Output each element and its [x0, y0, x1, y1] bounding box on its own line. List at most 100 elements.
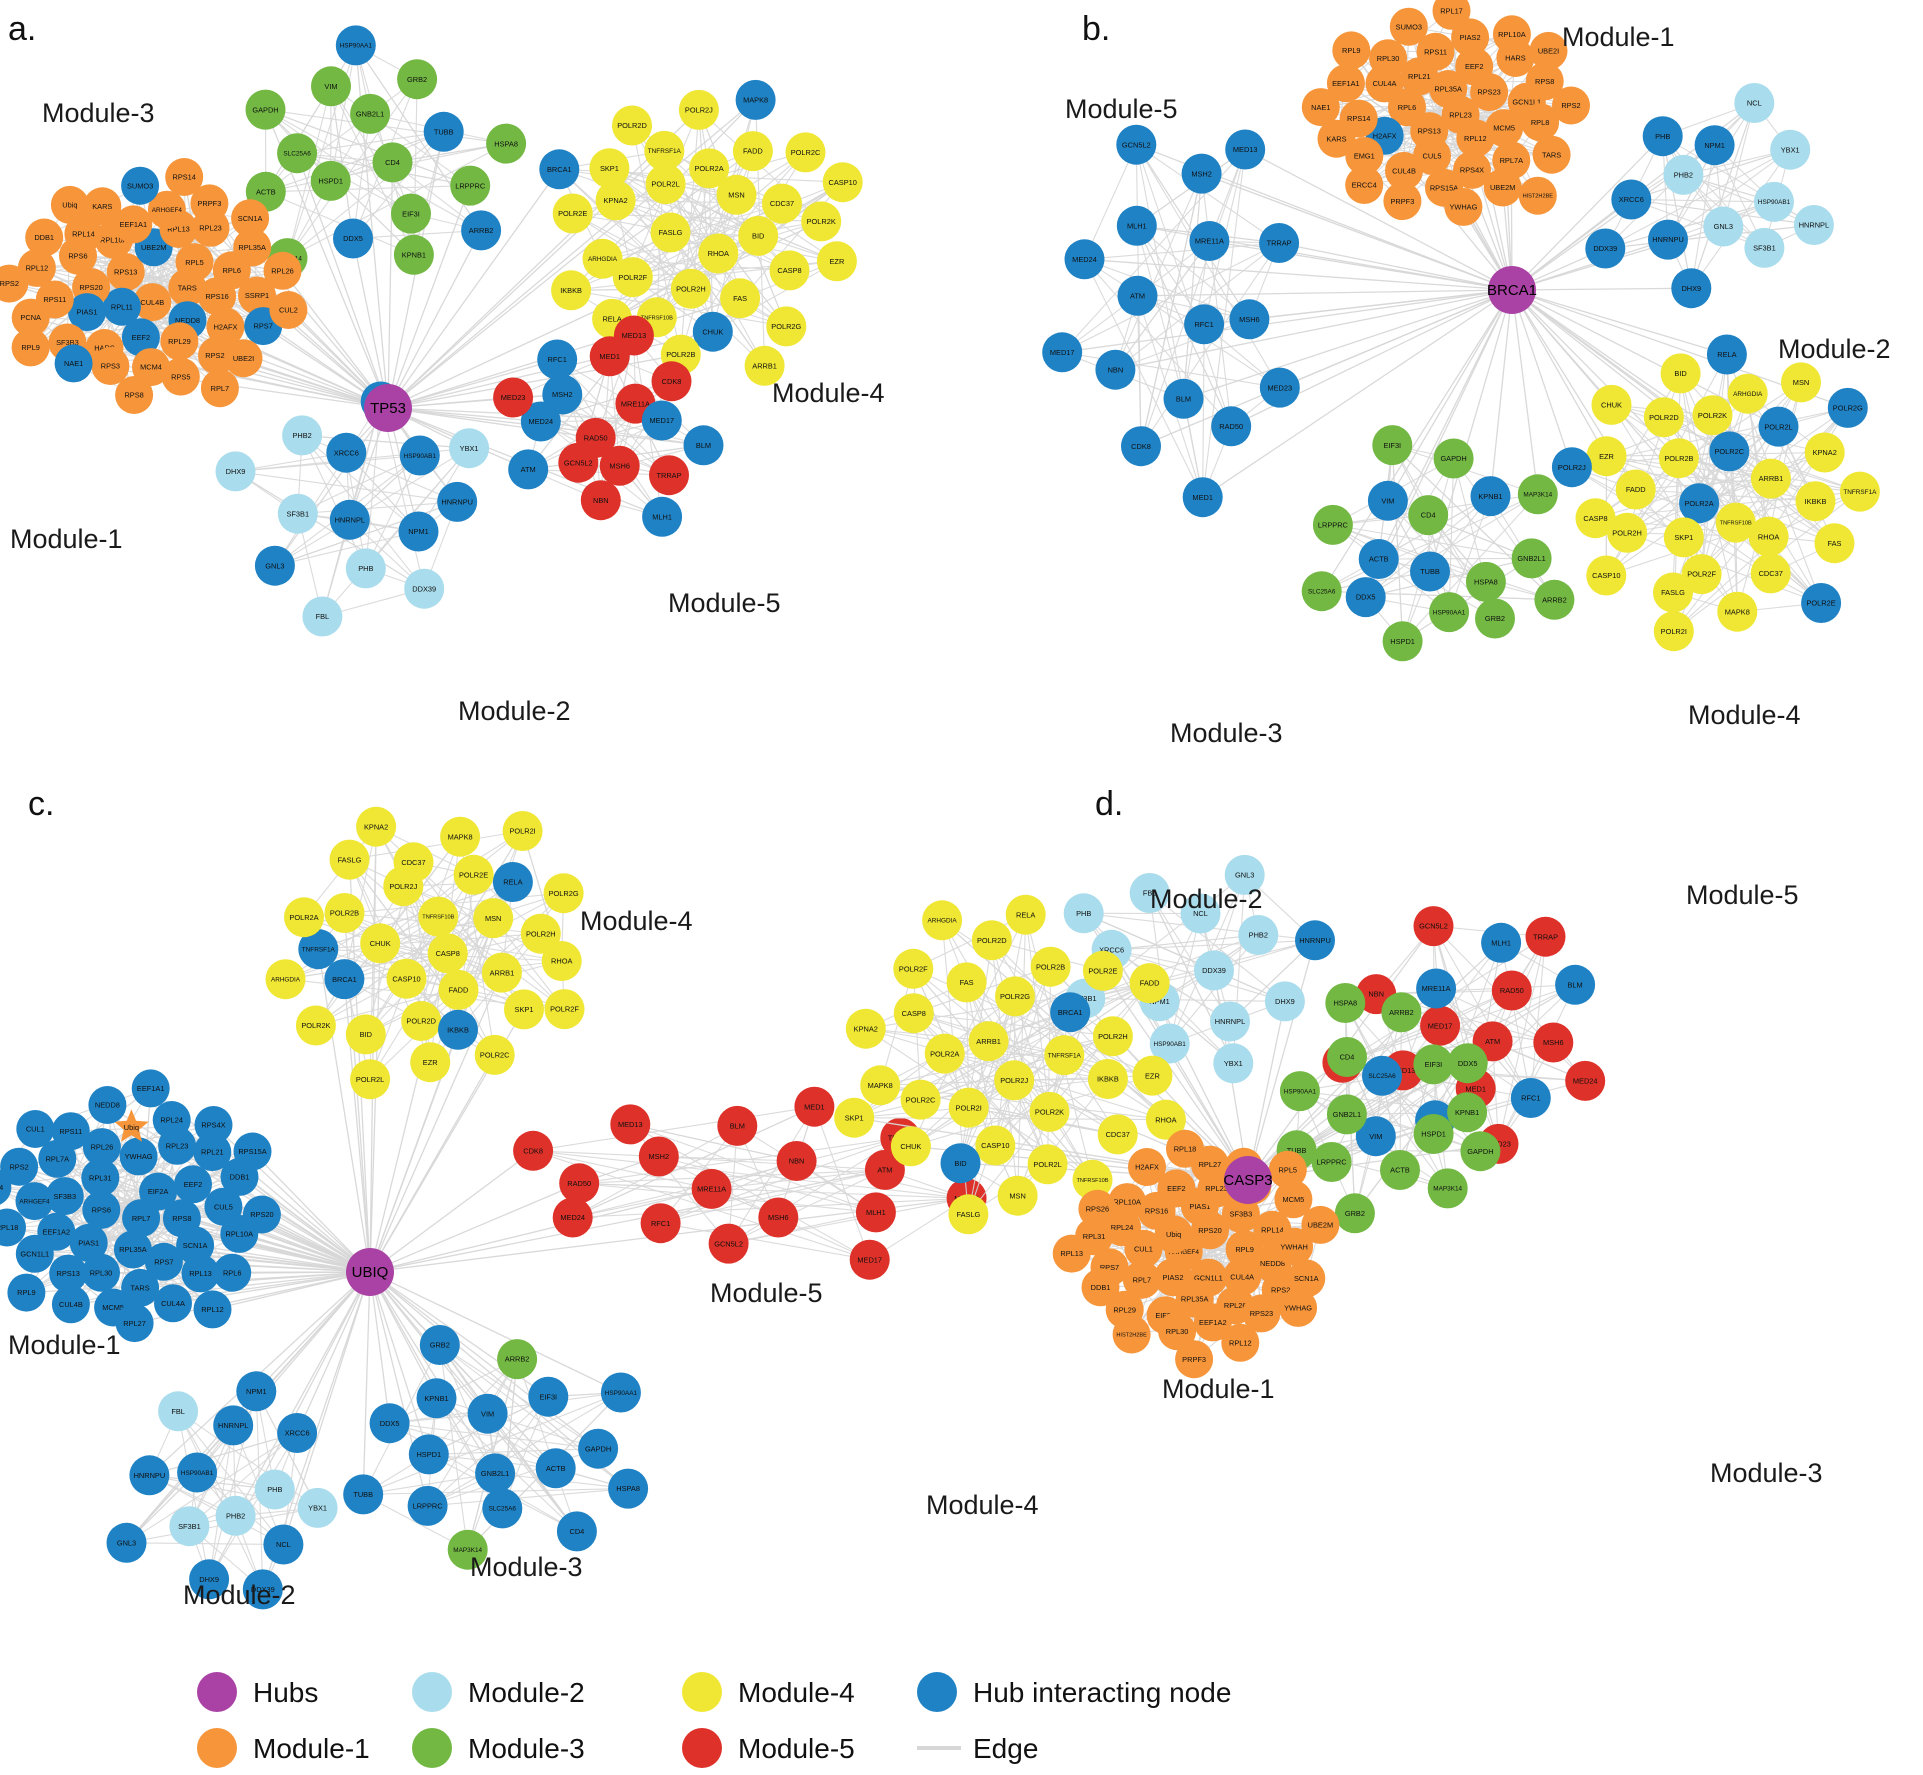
node-circle — [678, 89, 719, 130]
node-circle — [453, 854, 494, 895]
node-circle — [158, 1391, 199, 1432]
node-circle — [1184, 304, 1225, 345]
node-circle — [762, 183, 802, 224]
panel-tag: a. — [8, 10, 36, 48]
protein-node: ARHGDIA — [582, 238, 623, 279]
protein-node: RPL7 — [200, 369, 239, 408]
protein-node: SLC25A6 — [482, 1488, 523, 1529]
hub-label: TP53 — [370, 400, 406, 417]
node-label: HNRNPL — [1799, 221, 1829, 230]
node-label: EIF2A — [148, 1187, 169, 1196]
edge — [352, 131, 445, 239]
protein-node: EEF1A1 — [114, 205, 153, 244]
node-circle — [51, 1285, 90, 1324]
protein-node: POLR2I — [1653, 611, 1694, 652]
node-circle — [769, 250, 810, 291]
node-label: RPL13 — [189, 1269, 212, 1278]
node-label: POLR2B — [666, 350, 695, 359]
protein-node: POLR2E — [552, 193, 593, 234]
node-circle — [1225, 129, 1266, 170]
node-circle — [174, 1165, 212, 1204]
node-circle — [1413, 1044, 1454, 1085]
node-circle — [1221, 1323, 1260, 1362]
edge — [533, 1106, 815, 1152]
edge — [698, 109, 787, 327]
protein-node: HSPA8 — [608, 1468, 649, 1509]
node-circle — [82, 1128, 121, 1167]
protein-node: RAD50 — [559, 1163, 600, 1204]
node-circle — [152, 1101, 191, 1139]
node-label: MCM4 — [140, 363, 162, 372]
node-label: ATM — [877, 1166, 892, 1175]
node-circle — [1005, 894, 1046, 935]
nodes-layer: RPL23RPS13RPL35ARPL12RPL6RPS23CUL5RPL21M… — [1042, 0, 1880, 662]
node-circle — [612, 257, 653, 298]
node-label: POLR2K — [301, 1021, 330, 1030]
node-circle — [393, 234, 434, 275]
protein-node: MCM5 — [1485, 109, 1524, 148]
protein-node: DDB1 — [25, 218, 64, 257]
node-circle — [450, 165, 491, 206]
node-label: HSP90AB1 — [1154, 1041, 1187, 1048]
module2-swatch — [412, 1672, 452, 1712]
node-label: MED24 — [528, 417, 553, 426]
module-label: Module-1 — [1162, 1374, 1275, 1404]
node-label: RPS2 — [0, 279, 19, 288]
legend-label: Module-3 — [468, 1733, 585, 1764]
node-label: VIM — [324, 82, 337, 91]
edge — [991, 939, 1119, 1135]
protein-node: GRB2 — [397, 59, 438, 100]
node-label: UBE2M — [141, 243, 166, 252]
protein-node: EZR — [1586, 436, 1627, 477]
protein-node: HSPD1 — [310, 160, 351, 201]
node-circle — [350, 1059, 391, 1100]
protein-node: SLC25A6 — [277, 133, 318, 174]
node-circle — [447, 1529, 488, 1570]
protein-node: RPL14 — [64, 214, 103, 253]
protein-node: SLC25A6 — [1362, 1055, 1402, 1096]
legend-label: Edge — [973, 1733, 1038, 1764]
hub-circle — [1488, 266, 1536, 314]
edge — [728, 1106, 815, 1244]
node-label: CUL5 — [1423, 152, 1442, 161]
node-label: EEF1A2 — [43, 1228, 71, 1237]
node-circle — [1279, 1288, 1318, 1327]
node-label: RPS8 — [1535, 77, 1554, 86]
protein-node: CHUK — [890, 1126, 931, 1167]
protein-node: PHB2 — [1663, 154, 1704, 195]
protein-node: HSPD1 — [408, 1434, 449, 1475]
node-circle — [423, 111, 464, 152]
protein-node: TNFRSF10B — [418, 896, 459, 937]
node-circle — [51, 1112, 90, 1151]
edge — [1722, 102, 1755, 227]
protein-node: CASP10 — [386, 958, 427, 999]
protein-node: CASP8 — [427, 933, 468, 974]
node-circle — [1491, 970, 1532, 1011]
protein-node: DDX39 — [404, 568, 445, 609]
protein-node: RPS2 — [0, 264, 29, 303]
protein-node: RPS13 — [49, 1254, 88, 1293]
node-label: ARHGEF4 — [152, 207, 183, 214]
protein-node: HIST2H2BE — [1518, 176, 1557, 215]
node-label: HSPA8 — [494, 139, 518, 148]
protein-node: GNL3 — [1224, 854, 1265, 895]
node-label: CASP10 — [392, 974, 420, 983]
edge — [670, 232, 766, 367]
node-label: GCN5L2 — [1122, 140, 1151, 149]
node-label: YBX1 — [1224, 1059, 1243, 1068]
node-circle — [1122, 1260, 1161, 1299]
node-label: NPM1 — [246, 1387, 267, 1396]
protein-node: MED24 — [1064, 239, 1105, 280]
node-circle — [1116, 205, 1157, 246]
hub-edge — [1137, 289, 1513, 297]
node-label: RPS2 — [1561, 101, 1580, 110]
node-circle — [1223, 1257, 1262, 1296]
edge — [540, 420, 704, 446]
node-label: POLR2L — [1033, 1160, 1061, 1169]
node-label: GCN1L1 — [1194, 1273, 1223, 1282]
hub-edge — [255, 1271, 371, 1392]
node-circle — [1362, 1055, 1402, 1096]
hub-edge — [235, 1271, 371, 1517]
protein-node: POLR2H — [1607, 512, 1648, 553]
